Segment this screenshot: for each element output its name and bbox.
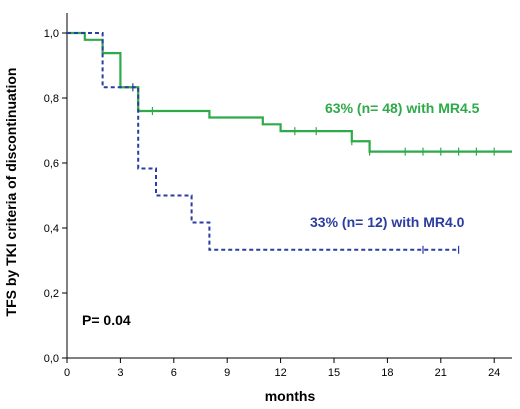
legend-label-mr45: 63% (n= 48) with MR4.5 bbox=[325, 100, 480, 116]
x-tick-label: 0 bbox=[64, 367, 70, 379]
x-tick-label: 6 bbox=[171, 367, 177, 379]
y-tick-label: 0,0 bbox=[44, 353, 59, 365]
x-axis-title: months bbox=[265, 388, 316, 404]
y-tick-label: 0,6 bbox=[44, 158, 59, 170]
y-tick-label: 0,4 bbox=[44, 223, 59, 235]
axes: 0 3 6 9 12 15 18 21 24 0,0 0,2 0,4 0,6 0,8 1,0 bbox=[44, 13, 512, 379]
x-tick-label: 18 bbox=[381, 367, 393, 379]
x-tick-label: 21 bbox=[435, 367, 447, 379]
y-tick-label: 0,8 bbox=[44, 93, 59, 105]
y-tick-label: 1,0 bbox=[44, 28, 59, 40]
p-value-annotation: P= 0.04 bbox=[82, 312, 131, 328]
legend-label-mr40: 33% (n= 12) with MR4.0 bbox=[310, 214, 465, 230]
x-tick-label: 3 bbox=[117, 367, 123, 379]
series-line-mr40 bbox=[67, 32, 459, 251]
x-tick-label: 24 bbox=[488, 367, 500, 379]
x-tick-label: 12 bbox=[274, 367, 286, 379]
x-tick-label: 9 bbox=[224, 367, 230, 379]
series-group bbox=[67, 31, 512, 254]
plot-area bbox=[67, 33, 512, 358]
y-axis-title: TFS by TKI criteria of discontinuation bbox=[3, 68, 19, 317]
x-tick-label: 15 bbox=[328, 367, 340, 379]
plot-background bbox=[67, 33, 512, 358]
y-tick-label: 0,2 bbox=[44, 288, 59, 300]
